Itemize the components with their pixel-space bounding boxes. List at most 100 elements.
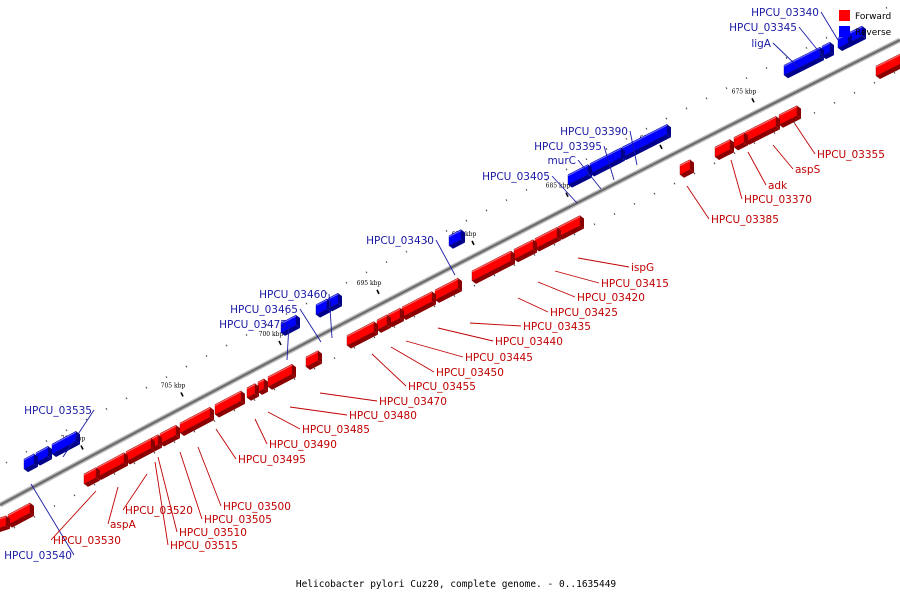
gene-side [744, 132, 748, 146]
forward-gene [0, 515, 10, 532]
kbp-label: 685 kbp [546, 183, 571, 190]
minor-tick [205, 354, 208, 358]
gene-side [776, 116, 780, 130]
forward-gene-label: HPCU_03455 [408, 381, 476, 393]
minor-tick [93, 483, 96, 486]
gene-bottom [558, 225, 584, 240]
minor-tick [633, 202, 636, 205]
gene-side [690, 159, 694, 173]
minor-tick [585, 158, 588, 161]
leader-line [122, 473, 148, 511]
reverse-gene-label: murC [547, 155, 576, 167]
gene-side [124, 452, 128, 466]
forward-gene-label: HPCU_03490 [269, 439, 337, 451]
forward-gene [214, 390, 245, 418]
gene-bottom [347, 331, 378, 349]
leader-line [820, 11, 839, 41]
forward-gene-label: HPCU_03445 [465, 352, 533, 364]
gene-highlight [23, 454, 35, 461]
gene-highlight [513, 240, 534, 251]
gene-highlight [0, 516, 7, 520]
legend-label: Reverse [855, 28, 892, 38]
minor-tick [173, 441, 176, 444]
reverse-gene-label: HPCU_03430 [366, 235, 434, 247]
legend-swatch [839, 10, 850, 21]
leader-line [551, 175, 578, 204]
leader-line [157, 456, 178, 533]
gene-highlight [150, 435, 159, 440]
forward-gene-label: HPCU_03480 [349, 410, 417, 422]
forward-gene [96, 452, 128, 480]
forward-gene [179, 406, 214, 436]
gene-bottom [306, 360, 322, 370]
minor-tick [513, 264, 516, 267]
leader-line [267, 411, 301, 430]
leader-line [289, 406, 348, 416]
kbp-label: 675 kbp [732, 88, 757, 95]
gene-highlight [35, 446, 49, 455]
forward-gene [471, 250, 515, 284]
kbp-tick [80, 445, 84, 450]
reverse-gene [448, 229, 465, 249]
gene-side [458, 278, 462, 292]
minor-tick [645, 127, 648, 130]
kbp-label: 700 kbp [259, 331, 284, 338]
gene-bottom [680, 169, 694, 178]
gene-face [714, 139, 731, 158]
backbone-line [0, 39, 900, 506]
gene-side [580, 215, 584, 229]
gene-bottom [822, 52, 834, 60]
minor-tick [65, 429, 68, 432]
forward-gene-label: HPCU_03385 [711, 214, 779, 226]
leader-line [215, 428, 237, 460]
gene-side [96, 467, 100, 481]
gene-highlight [7, 503, 31, 517]
minor-tick [613, 213, 616, 216]
gene-bottom [779, 115, 801, 128]
gene-highlight [376, 315, 388, 322]
gene-bottom [97, 462, 128, 480]
gene-bottom [52, 441, 80, 458]
forward-gene-label: HPCU_03420 [577, 292, 645, 304]
gene-bottom [784, 57, 824, 79]
gene-highlight [280, 315, 297, 325]
reverse-gene-label: HPCU_03475 [219, 319, 287, 331]
minor-tick [373, 336, 376, 339]
leader-line [435, 239, 456, 276]
kbp-label: 705 kbp [161, 382, 186, 389]
gene-highlight [875, 54, 900, 68]
gene-bottom [613, 157, 625, 165]
leader-line [577, 159, 602, 190]
gene-highlight [621, 124, 668, 149]
gene-highlight [125, 438, 152, 454]
minor-tick [693, 172, 696, 175]
map-caption: Helicobacter pylori Cuz20, complete geno… [296, 579, 617, 590]
minor-tick [665, 117, 668, 120]
gene-bottom [876, 64, 900, 80]
minor-tick [433, 305, 436, 308]
leader-line [30, 483, 75, 556]
gene-bottom [84, 477, 100, 487]
gene-side [533, 239, 537, 253]
leader-line [319, 392, 378, 402]
minor-tick [445, 229, 448, 233]
forward-gene [875, 53, 900, 80]
backbone-shadow [0, 37, 900, 508]
forward-gene-label: HPCU_03440 [495, 336, 563, 348]
minor-tick [113, 472, 116, 475]
gene-highlight [448, 230, 462, 238]
gene-face [875, 53, 900, 77]
genome-backbone [0, 37, 900, 508]
kbp-tick [659, 144, 663, 150]
gene-bottom [715, 149, 734, 160]
leader-line [554, 270, 600, 284]
minor-tick [865, 16, 868, 19]
forward-gene [159, 424, 180, 447]
gene-side [461, 229, 465, 243]
kbp-tick [565, 192, 569, 198]
forward-gene-label: HPCU_03515 [170, 540, 238, 552]
gene-bottom [0, 525, 10, 532]
minor-tick [745, 77, 748, 80]
gene-bottom [838, 43, 852, 52]
